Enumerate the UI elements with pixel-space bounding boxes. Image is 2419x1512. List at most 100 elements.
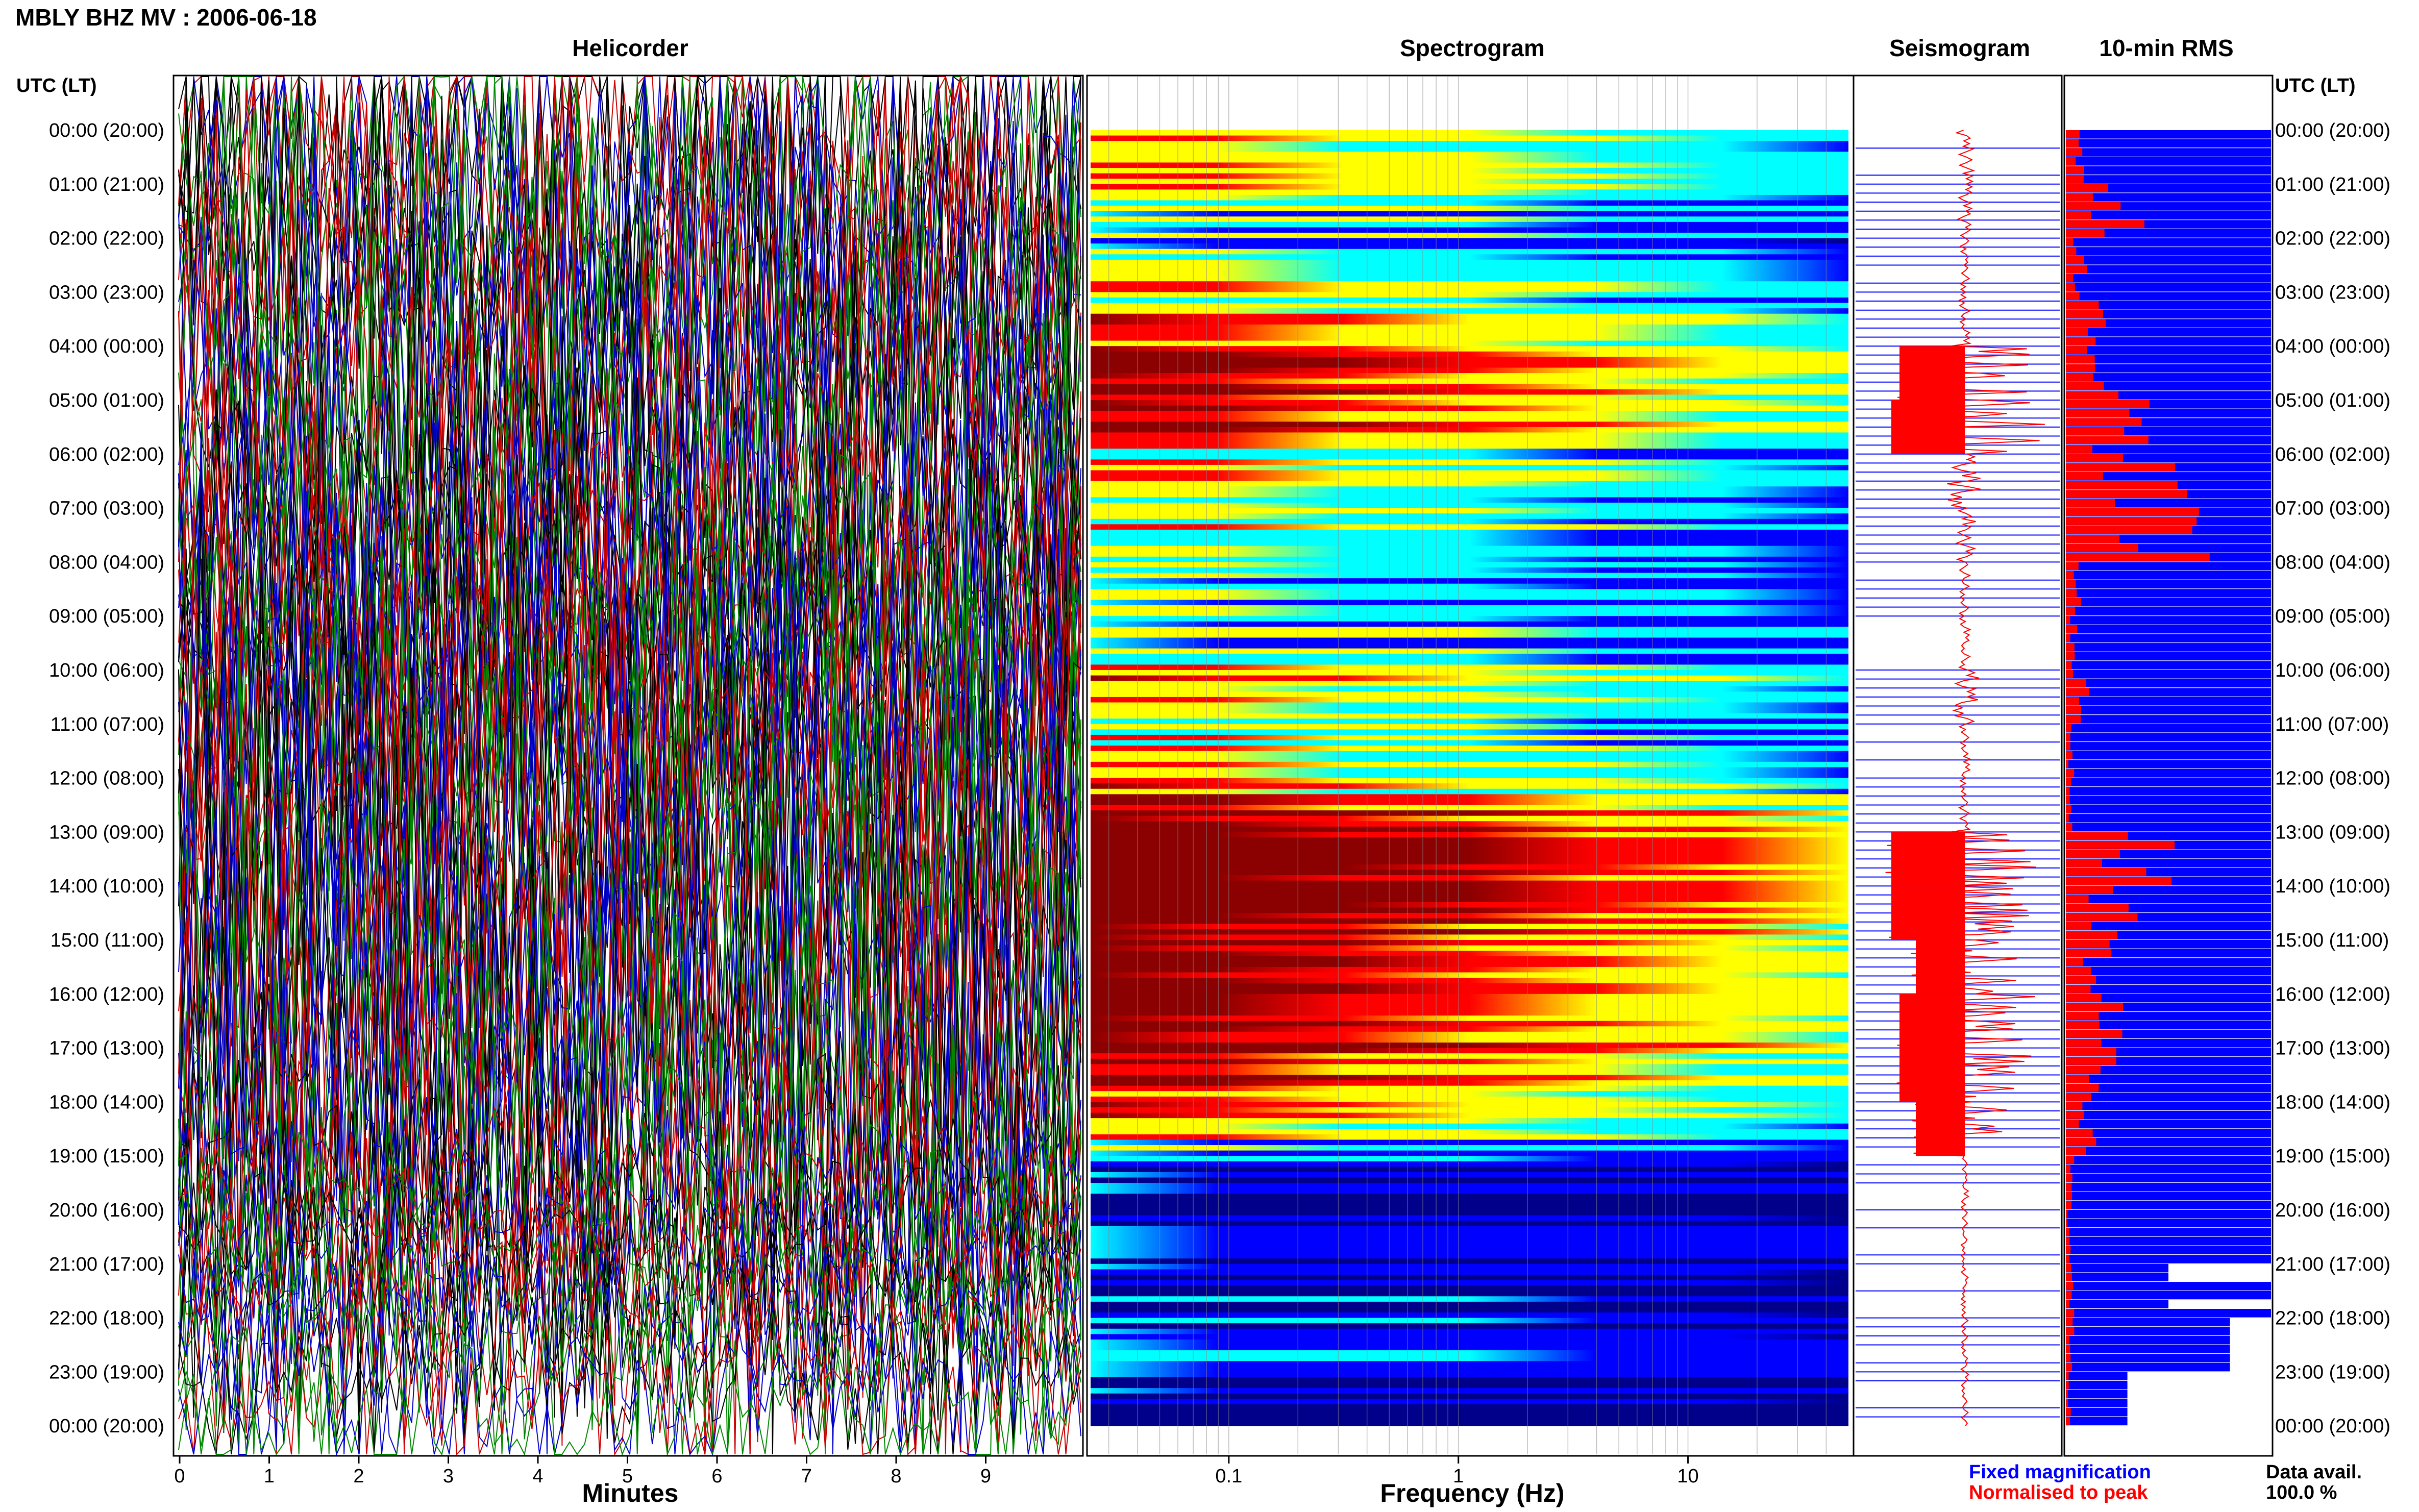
- right-axis-header: UTC (LT): [2275, 75, 2356, 96]
- rms-coverage-bar: [2066, 760, 2271, 769]
- spectrogram-row: [1091, 734, 1848, 741]
- rms-bar: [2066, 625, 2078, 633]
- rms-coverage-bar: [2066, 823, 2271, 832]
- spectrogram-row: [1091, 308, 1848, 314]
- rms-bar: [2066, 544, 2138, 552]
- rms-bar: [2066, 1137, 2096, 1146]
- rms-coverage-bar: [2066, 1407, 2128, 1417]
- rms-bar: [2066, 1219, 2067, 1227]
- time-label-right: 20:00 (16:00): [2275, 1200, 2390, 1221]
- spectrogram-row: [1091, 848, 1848, 854]
- rms-coverage-bar: [2066, 697, 2271, 706]
- spectrogram-row: [1091, 853, 1848, 859]
- rms-coverage-bar: [2066, 670, 2271, 679]
- spectrogram-row: [1091, 621, 1848, 627]
- rms-coverage-bar: [2066, 787, 2271, 796]
- time-label-left: 12:00 (08:00): [49, 768, 164, 789]
- spectrogram-row: [1091, 1026, 1848, 1032]
- spectrogram-row: [1091, 1296, 1848, 1302]
- rms-bar: [2066, 643, 2075, 651]
- rms-bar: [2066, 1362, 2072, 1371]
- spectrogram-row: [1091, 978, 1848, 984]
- spectrogram-row: [1091, 1064, 1848, 1070]
- spectrogram-row: [1091, 1134, 1848, 1141]
- rms-bar: [2066, 598, 2081, 606]
- rms-coverage-bar: [2066, 1129, 2271, 1137]
- spectrogram-row: [1091, 1058, 1848, 1064]
- rms-bar: [2066, 1111, 2084, 1119]
- spectrogram-row: [1091, 810, 1848, 816]
- rms-bar: [2066, 1102, 2083, 1110]
- spectrogram-row: [1091, 194, 1848, 201]
- spectrogram-row: [1091, 891, 1848, 897]
- spectrogram-row: [1091, 1404, 1848, 1410]
- rms-coverage-bar: [2066, 301, 2271, 310]
- rms-bar: [2066, 922, 2091, 930]
- rms-bar: [2066, 778, 2071, 786]
- rms-bar: [2066, 418, 2142, 426]
- spectrogram-row: [1091, 319, 1848, 325]
- spectrogram-row: [1091, 303, 1848, 309]
- spectrogram-row: [1091, 902, 1848, 908]
- rms-bar: [2066, 1084, 2099, 1092]
- spectrogram-row: [1091, 918, 1848, 924]
- rms-bar: [2066, 1399, 2068, 1407]
- rms-bar: [2066, 1174, 2072, 1182]
- rms-coverage-bar: [2066, 1309, 2271, 1318]
- spectrogram-row: [1091, 945, 1848, 951]
- spectrogram-title: Spectrogram: [1400, 35, 1545, 61]
- spectrogram-row: [1091, 600, 1848, 606]
- time-label-right: 22:00 (18:00): [2275, 1308, 2390, 1329]
- spectrogram-row: [1091, 351, 1848, 357]
- spectrogram-row: [1091, 1129, 1848, 1135]
- spectrogram-row: [1091, 875, 1848, 881]
- time-label-left: 22:00 (18:00): [49, 1308, 164, 1329]
- spectrogram-row: [1091, 983, 1848, 989]
- helicorder-trace: [178, 1141, 1081, 1364]
- rms-bar: [2066, 409, 2130, 417]
- rms-bar: [2066, 1093, 2091, 1101]
- rms-bar: [2066, 1120, 2079, 1128]
- spectrogram-row: [1091, 746, 1848, 752]
- spectrogram-row: [1091, 907, 1848, 913]
- spectrogram-row: [1091, 929, 1848, 935]
- spectrogram-row: [1091, 718, 1848, 725]
- spectrogram-row: [1091, 211, 1848, 217]
- spectrogram-row: [1091, 535, 1848, 541]
- helicorder-trace: [178, 558, 1081, 1455]
- spectrogram-row: [1091, 400, 1848, 406]
- helicorder-trace: [178, 700, 1081, 1455]
- spectrogram-row: [1091, 859, 1848, 865]
- rms-coverage-bar: [2066, 598, 2271, 607]
- spectrogram-row: [1091, 788, 1848, 795]
- rms-bar: [2066, 751, 2072, 759]
- spectrogram-row: [1091, 1048, 1848, 1054]
- spectrogram-row: [1091, 702, 1848, 708]
- rms-coverage-bar: [2066, 1318, 2230, 1327]
- spectrogram-row: [1091, 227, 1848, 233]
- spectrogram-row: [1091, 481, 1848, 487]
- spectrogram-row: [1091, 729, 1848, 735]
- rms-bar: [2066, 877, 2171, 885]
- rms-coverage-bar: [2066, 616, 2271, 625]
- time-label-left: 09:00 (05:00): [49, 606, 164, 627]
- rms-bar: [2066, 508, 2199, 516]
- helicorder-trace: [178, 434, 1081, 1119]
- spectrogram-row: [1091, 346, 1848, 352]
- spectrogram-row: [1091, 934, 1848, 940]
- time-label-left: 05:00 (01:00): [49, 390, 164, 411]
- legend-fixed-magnification: Fixed magnification: [1969, 1461, 2151, 1483]
- rms-coverage-bar: [2066, 661, 2271, 670]
- time-label-right: 08:00 (04:00): [2275, 552, 2390, 573]
- rms-bar: [2066, 1354, 2071, 1362]
- rms-coverage-bar: [2066, 274, 2271, 283]
- spectrogram-row: [1091, 286, 1848, 292]
- rms-panel: [2063, 75, 2274, 1457]
- seismogram-burst: [1916, 1102, 1965, 1156]
- spectrogram-row: [1091, 681, 1848, 687]
- time-label-right: 01:00 (21:00): [2275, 174, 2390, 195]
- rms-bar: [2066, 706, 2081, 714]
- spectrogram-row: [1091, 1415, 1848, 1421]
- spectrogram-row: [1091, 966, 1848, 973]
- helicorder-trace: [178, 1294, 1081, 1456]
